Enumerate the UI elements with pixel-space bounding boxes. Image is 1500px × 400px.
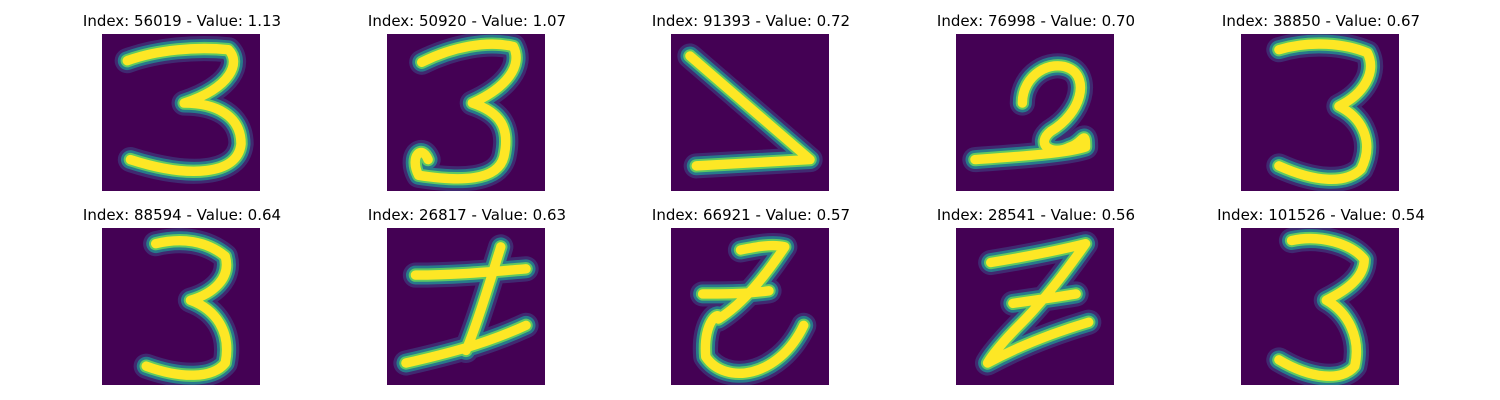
stroke-core — [122, 43, 246, 176]
panel-title: Index: 28541 - Value: 0.56 — [936, 206, 1136, 224]
panel-title: Index: 76998 - Value: 0.70 — [936, 12, 1136, 30]
stroke-core — [141, 235, 232, 380]
panel-title: Index: 50920 - Value: 1.07 — [367, 12, 567, 30]
image-panel: Index: 66921 - Value: 0.57 — [606, 194, 896, 385]
panel-title: Index: 88594 - Value: 0.64 — [82, 206, 282, 224]
digit-image — [1241, 34, 1399, 191]
image-panel: Index: 76998 - Value: 0.70 — [891, 0, 1181, 191]
panel-title: Index: 38850 - Value: 0.67 — [1221, 12, 1421, 30]
stroke-core — [1274, 39, 1376, 184]
panel-title: Index: 101526 - Value: 0.54 — [1217, 206, 1425, 224]
stroke-core — [697, 240, 809, 378]
digit-image — [1241, 228, 1399, 385]
digit-image — [387, 228, 545, 385]
stroke-core — [970, 61, 1091, 165]
image-panel: Index: 28541 - Value: 0.56 — [891, 194, 1181, 385]
digit-image — [956, 34, 1114, 191]
stroke-core — [685, 51, 815, 171]
digit-image — [671, 34, 829, 191]
stroke-core — [410, 39, 521, 184]
panel-title: Index: 26817 - Value: 0.63 — [367, 206, 567, 224]
digit-image — [956, 228, 1114, 385]
image-panel: Index: 50920 - Value: 1.07 — [322, 0, 612, 191]
image-panel: Index: 38850 - Value: 0.67 — [1176, 0, 1466, 191]
panel-title: Index: 66921 - Value: 0.57 — [651, 206, 851, 224]
digit-image — [387, 34, 545, 191]
panel-title: Index: 56019 - Value: 1.13 — [82, 12, 282, 30]
digit-image — [102, 228, 260, 385]
stroke-core — [401, 242, 531, 368]
image-panel: Index: 26817 - Value: 0.63 — [322, 194, 612, 385]
digit-image — [102, 34, 260, 191]
image-panel: Index: 88594 - Value: 0.64 — [37, 194, 327, 385]
image-panel: Index: 91393 - Value: 0.72 — [606, 0, 896, 191]
stroke-core — [982, 238, 1094, 368]
digit-image — [671, 228, 829, 385]
stroke-core — [1274, 233, 1369, 381]
panel-title: Index: 91393 - Value: 0.72 — [651, 12, 851, 30]
image-panel: Index: 56019 - Value: 1.13 — [37, 0, 327, 191]
image-panel: Index: 101526 - Value: 0.54 — [1176, 194, 1466, 385]
